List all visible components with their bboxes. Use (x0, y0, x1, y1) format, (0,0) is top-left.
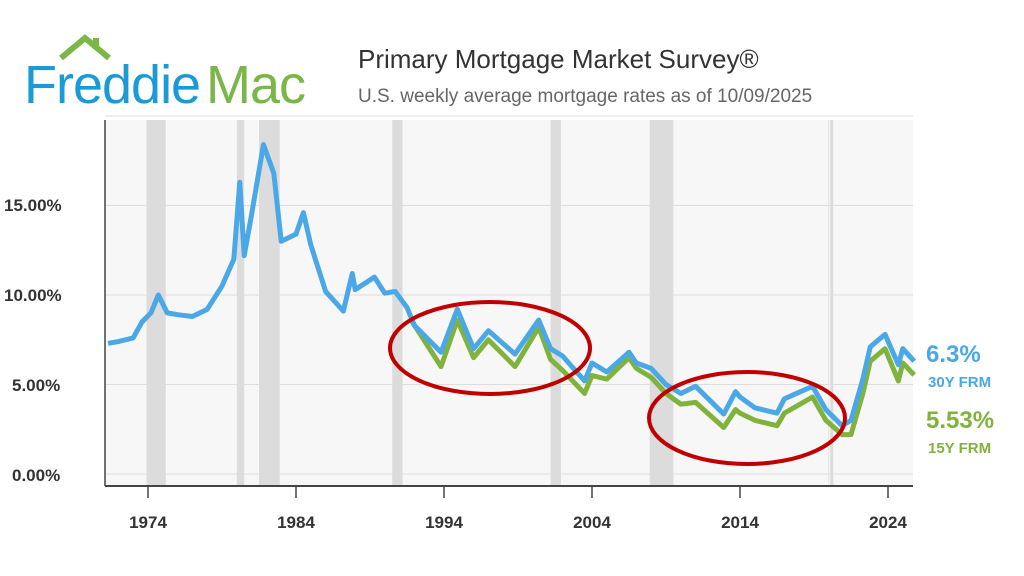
chart-title: Primary Mortgage Market Survey® (358, 44, 759, 74)
logo-mac-text: Mac (206, 55, 306, 115)
legend-15y-label: 15Y FRM (928, 440, 991, 457)
recession-band (392, 120, 403, 485)
x-tick-label: 2024 (869, 513, 907, 532)
recession-band (550, 120, 561, 485)
legend-15y-value: 5.53% (926, 407, 994, 434)
y-tick-label: 10.00% (4, 286, 62, 305)
series-15y-line (407, 316, 917, 438)
recession-band (236, 120, 245, 485)
x-tick-label: 2004 (573, 513, 611, 532)
highlight-ellipse (647, 370, 847, 466)
y-tick-label: 0.00% (12, 466, 60, 485)
series-30y-line (107, 142, 917, 429)
highlight-ellipse (388, 300, 592, 396)
logo-freddie-text: Freddie (24, 55, 201, 115)
x-tick-label: 1974 (129, 513, 167, 532)
house-roof-icon (59, 34, 111, 60)
x-tick-label: 1984 (277, 513, 315, 532)
x-tick-label: 1994 (425, 513, 463, 532)
recession-band (830, 120, 834, 485)
chart-subtitle: U.S. weekly average mortgage rates as of… (358, 86, 813, 107)
legend-30y-value: 6.3% (926, 341, 981, 368)
x-tick-label: 2014 (721, 513, 759, 532)
y-tick-label: 15.00% (4, 196, 62, 215)
recession-band (259, 120, 280, 485)
y-tick-label: 5.00% (12, 376, 60, 395)
legend-30y-label: 30Y FRM (928, 374, 991, 391)
